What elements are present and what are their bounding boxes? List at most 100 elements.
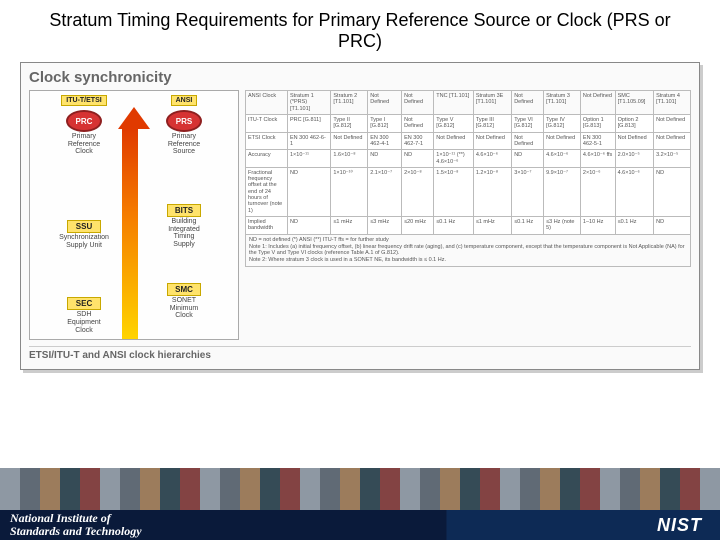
main-panel: Clock synchronicity ITU-T/ETSIPRCPrimary…	[20, 62, 700, 370]
table-row-header: Implied bandwidth	[246, 217, 288, 235]
table-cell: Not Defined	[654, 132, 691, 150]
table-cell: ≤0.1 Hz	[434, 217, 474, 235]
table-cell: Type II [G.812]	[331, 114, 368, 132]
table-row-header: ETSI Clock	[246, 132, 288, 150]
table-corner: ANSI Clock	[246, 91, 288, 115]
nist-logo: NIST	[657, 515, 702, 536]
footer-image-strip	[0, 468, 720, 510]
table-row: Implied bandwidthND≤1 mHz≤3 mHz≤20 mHz≤0…	[246, 217, 691, 235]
table-col-header: Not Defined	[402, 91, 434, 115]
table-cell: 3.2×10⁻⁵	[654, 150, 691, 168]
requirements-table-wrap: ANSI ClockStratum 1 (*PRS) [T1.101]Strat…	[245, 90, 691, 340]
table-col-header: Stratum 4 [T1.101]	[654, 91, 691, 115]
table-cell: 1.2×10⁻⁸	[473, 167, 511, 216]
table-cell: Option 1 [G.813]	[580, 114, 615, 132]
table-col-header: Stratum 3E [T1.101]	[473, 91, 511, 115]
table-col-header: SMC [T1.105.09]	[615, 91, 654, 115]
table-cell: ND	[654, 167, 691, 216]
clock-rect-icon: SMC	[167, 283, 201, 296]
table-cell: 1×10⁻¹¹	[288, 150, 331, 168]
table-cell: ND	[402, 150, 434, 168]
hierarchy-sublabel: SDHEquipmentClock	[67, 311, 100, 334]
table-cell: ≤0.1 Hz	[615, 217, 654, 235]
table-cell: ≤1 mHz	[331, 217, 368, 235]
table-cell: 1×10⁻¹⁰	[331, 167, 368, 216]
table-col-header: Not Defined	[368, 91, 402, 115]
hierarchy-sublabel: SynchronizationSupply Unit	[59, 234, 109, 249]
table-note-line: Note 2: Where stratum 3 clock is used in…	[249, 257, 687, 264]
table-cell: EN 300 462-6-1	[288, 132, 331, 150]
table-notes: ND = not defined (*) ANSI (**) ITU-T ffs…	[245, 235, 691, 268]
hierarchy-item: PRSPrimaryReferenceSource	[166, 110, 202, 156]
table-row: ETSI ClockEN 300 462-6-1Not DefinedEN 30…	[246, 132, 691, 150]
hierarchy-col-left: ITU-T/ETSI PRCPrimaryReferenceClock SSUSyn…	[34, 95, 134, 335]
table-cell: 1.6×10⁻⁸	[331, 150, 368, 168]
hierarchy-sublabel: PrimaryReferenceClock	[68, 133, 100, 156]
table-col-header: TNC [T1.101]	[434, 91, 474, 115]
hierarchy-col-right: ANSI PRSPrimaryReferenceSource BITSBuildin…	[134, 95, 234, 335]
table-cell: Not Defined	[434, 132, 474, 150]
table-cell: EN 300 462-4-1	[368, 132, 402, 150]
table-cell: Option 2 [G.813]	[615, 114, 654, 132]
table-cell: ND	[368, 150, 402, 168]
table-cell: 2.0×10⁻⁵	[615, 150, 654, 168]
table-cell: Type IV [G.812]	[544, 114, 581, 132]
table-row: Fractional frequency offset at the end o…	[246, 167, 691, 216]
table-cell: Not Defined	[473, 132, 511, 150]
hierarchy-sublabel: BuildingIntegratedTimingSupply	[168, 218, 200, 249]
table-cell: 2×10⁻⁶	[580, 167, 615, 216]
table-col-header: Not Defined	[512, 91, 544, 115]
table-cell: Not Defined	[544, 132, 581, 150]
hierarchy-item: SECSDHEquipmentClock	[67, 297, 101, 334]
hierarchy-item: SSUSynchronizationSupply Unit	[59, 220, 109, 249]
table-cell: 4.6×10⁻⁶	[473, 150, 511, 168]
table-cell: 1×10⁻¹¹ (**) 4.6×10⁻⁶	[434, 150, 474, 168]
table-cell: Not Defined	[654, 114, 691, 132]
requirements-table: ANSI ClockStratum 1 (*PRS) [T1.101]Strat…	[245, 90, 691, 235]
table-row-header: Accuracy	[246, 150, 288, 168]
table-cell: 3×10⁻⁷	[512, 167, 544, 216]
table-cell: Not Defined	[402, 114, 434, 132]
hierarchy-sublabel: PrimaryReferenceSource	[168, 133, 200, 156]
footer: National Institute of Standards and Tech…	[0, 468, 720, 540]
table-cell: PRC [G.811]	[288, 114, 331, 132]
hierarchy-head: ANSI	[171, 95, 198, 106]
table-cell: ND	[512, 150, 544, 168]
table-row: ITU-T ClockPRC [G.811]Type II [G.812]Typ…	[246, 114, 691, 132]
clock-rect-icon: SSU	[67, 220, 101, 233]
table-cell: 2.1×10⁻⁷	[368, 167, 402, 216]
table-cell: Type III [G.812]	[473, 114, 511, 132]
table-cell: ≤1 mHz	[473, 217, 511, 235]
table-cell: 4.6×10⁻⁶	[544, 150, 581, 168]
page-title: Stratum Timing Requirements for Primary …	[0, 0, 720, 58]
table-note-line: ND = not defined (*) ANSI (**) ITU-T ffs…	[249, 237, 687, 244]
table-row-header: Fractional frequency offset at the end o…	[246, 167, 288, 216]
table-cell: ND	[288, 167, 331, 216]
table-cell: 4.6×10⁻⁶	[615, 167, 654, 216]
hierarchy-sublabel: SONETMinimumClock	[170, 297, 198, 320]
table-cell: 1.5×10⁻⁸	[434, 167, 474, 216]
clock-rect-icon: BITS	[167, 204, 201, 217]
hierarchy-diagram: ITU-T/ETSI PRCPrimaryReferenceClock SSUSyn…	[29, 90, 239, 340]
hierarchy-item: PRCPrimaryReferenceClock	[66, 110, 102, 156]
table-cell: ≤3 Hz (note 5)	[544, 217, 581, 235]
table-note-line: Note 1: Includes (a) initial frequency o…	[249, 244, 687, 258]
table-cell: 9.9×10⁻⁷	[544, 167, 581, 216]
table-row: Accuracy1×10⁻¹¹1.6×10⁻⁸NDND1×10⁻¹¹ (**) …	[246, 150, 691, 168]
table-cell: ≤3 mHz	[368, 217, 402, 235]
table-cell: Not Defined	[512, 132, 544, 150]
table-cell: EN 300 462-7-1	[402, 132, 434, 150]
clock-oval-icon: PRC	[66, 110, 102, 132]
table-cell: Not Defined	[331, 132, 368, 150]
table-col-header: Stratum 2 [T1.101]	[331, 91, 368, 115]
clock-oval-icon: PRS	[166, 110, 202, 132]
table-col-header: Not Defined	[580, 91, 615, 115]
table-col-header: Stratum 3 [T1.101]	[544, 91, 581, 115]
org-name: National Institute of Standards and Tech…	[10, 512, 142, 537]
table-cell: EN 300 462-5-1	[580, 132, 615, 150]
hierarchy-head: ITU-T/ETSI	[61, 95, 106, 106]
table-cell: Type V [G.812]	[434, 114, 474, 132]
table-cell: ND	[654, 217, 691, 235]
figure-caption: ETSI/ITU-T and ANSI clock hierarchies	[29, 346, 691, 361]
panel-title: Clock synchronicity	[29, 69, 691, 86]
